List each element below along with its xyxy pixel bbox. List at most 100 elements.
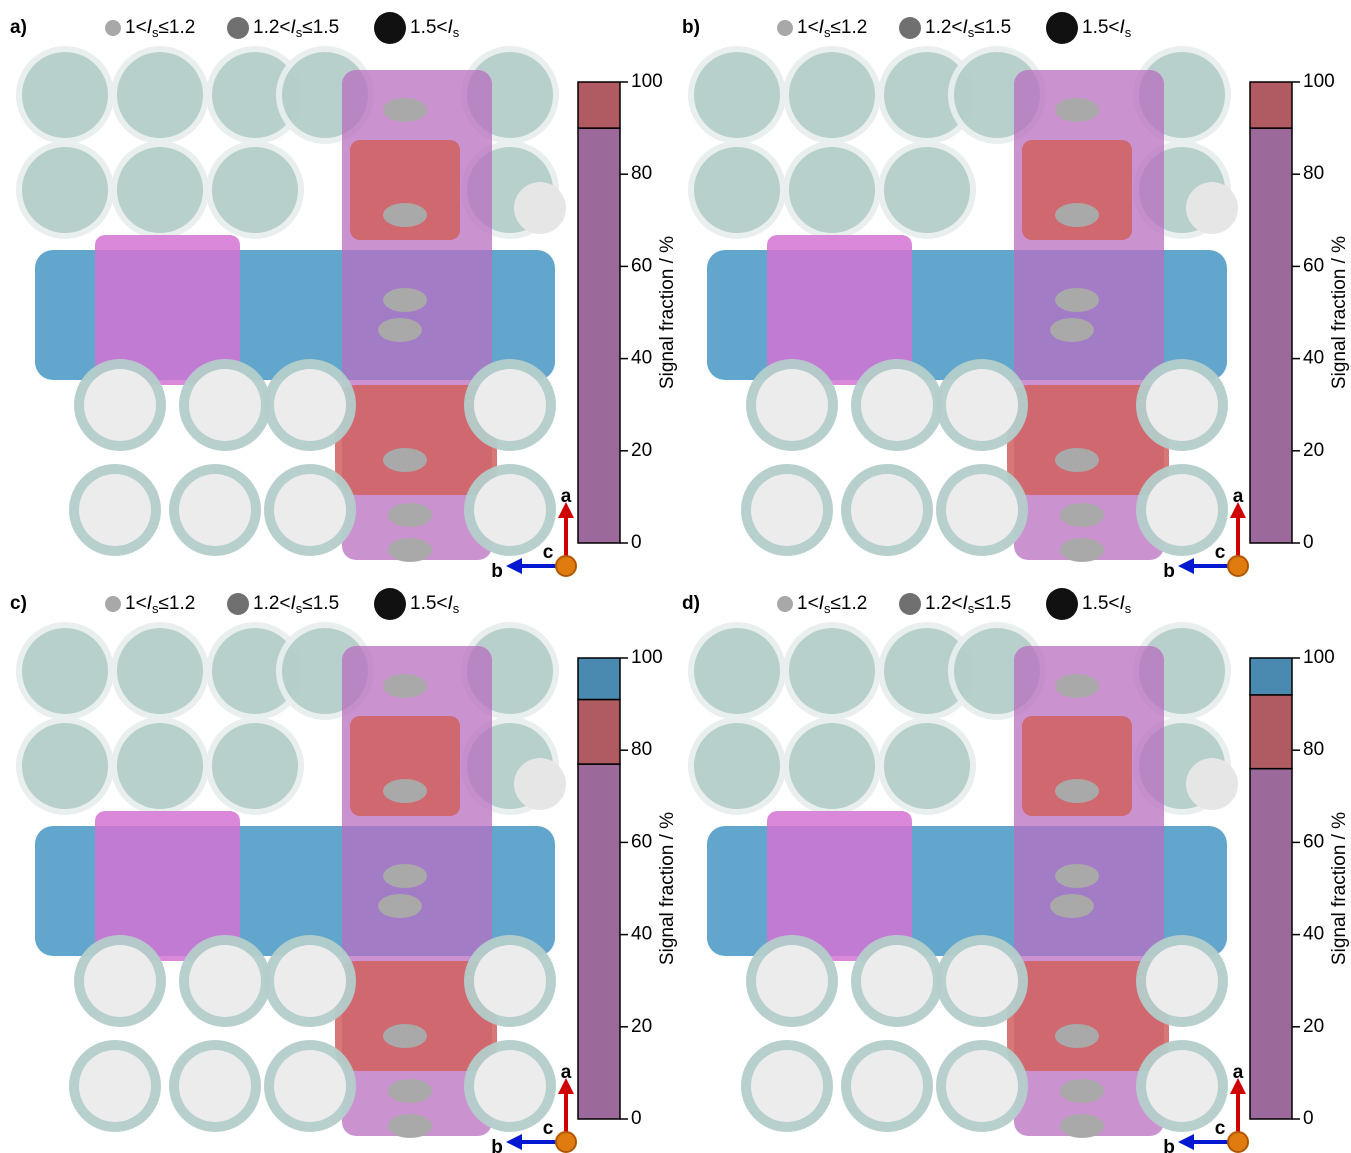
y-tick-label: 80 (1303, 739, 1324, 760)
y-tick-label: 100 (1303, 71, 1335, 92)
density-blob (1055, 203, 1099, 227)
axis-c (1228, 1132, 1248, 1152)
atom-core (189, 369, 261, 441)
axis-c (556, 1132, 576, 1152)
arrow-head (1178, 558, 1194, 574)
legend-subscript: s (1125, 25, 1132, 40)
atom (19, 144, 111, 236)
y-tick-label: 40 (1303, 924, 1324, 945)
y-tick-label: 0 (631, 532, 642, 553)
atom-core (274, 945, 346, 1017)
atom (691, 49, 783, 141)
y-tick-label: 40 (631, 348, 652, 369)
legend-text: 1< (797, 17, 819, 38)
axis-c (556, 556, 576, 576)
legend-marker (374, 12, 406, 44)
atom-core (861, 369, 933, 441)
atom (1186, 182, 1238, 234)
legend-marker (105, 20, 121, 36)
legend-text: 1.5< (1082, 17, 1120, 38)
y-tick-label: 60 (631, 255, 652, 276)
atom-core (946, 474, 1018, 546)
arrow-head (506, 558, 522, 574)
atom-core (1146, 474, 1218, 546)
y-tick-label: 80 (1303, 163, 1324, 184)
bar-segment (578, 128, 620, 543)
atom (786, 49, 878, 141)
bar-segment (578, 82, 620, 128)
legend-marker (1046, 588, 1078, 620)
atom (19, 49, 111, 141)
legend-label: 1.5<Is (410, 17, 460, 40)
legend-text: ≤1.5 (302, 593, 339, 614)
density-blob (1055, 98, 1099, 122)
atom-core (474, 1050, 546, 1122)
y-tick-label: 0 (1303, 532, 1314, 553)
density-blob (1055, 779, 1099, 803)
atom-core (751, 1050, 823, 1122)
density-blob (388, 538, 432, 562)
atom (691, 625, 783, 717)
y-tick-label: 0 (631, 1108, 642, 1129)
y-tick-label: 20 (631, 440, 652, 461)
legend-subscript: s (453, 25, 460, 40)
density-blob (388, 1079, 432, 1103)
bar-segment (1250, 128, 1292, 543)
atom (114, 720, 206, 812)
y-axis-label: Signal fraction / % (657, 236, 678, 389)
bar-segment (578, 658, 620, 699)
atom (691, 144, 783, 236)
legend-label: 1.5<Is (1082, 17, 1132, 40)
legend-text: 1.5< (410, 593, 448, 614)
atom (209, 720, 301, 812)
density-blob (388, 503, 432, 527)
atom (114, 625, 206, 717)
atom (114, 144, 206, 236)
density-blob (383, 779, 427, 803)
density-blob (378, 894, 422, 918)
atom-core (1146, 1050, 1218, 1122)
density-blob (1055, 288, 1099, 312)
atom (691, 720, 783, 812)
y-axis-label: Signal fraction / % (1329, 236, 1350, 389)
atom (1186, 758, 1238, 810)
panel-label: c) (10, 593, 27, 614)
density-blob (383, 674, 427, 698)
legend-label: 1<Is≤1.2 (797, 17, 867, 40)
bar-segment (1250, 695, 1292, 769)
legend-marker (227, 593, 249, 615)
legend-text: 1< (125, 593, 147, 614)
y-tick-label: 100 (1303, 647, 1335, 668)
atom-core (946, 945, 1018, 1017)
legend-label: 1.2<Is≤1.5 (925, 593, 1011, 616)
structure-render (691, 625, 1248, 1152)
density-blob (383, 1024, 427, 1048)
density-blob (1050, 318, 1094, 342)
y-tick-label: 80 (631, 163, 652, 184)
y-tick-label: 0 (1303, 1108, 1314, 1129)
atom-core (274, 1050, 346, 1122)
atom-core (946, 369, 1018, 441)
legend-text: 1.5< (410, 17, 448, 38)
axis-c (1228, 556, 1248, 576)
atom-core (84, 945, 156, 1017)
y-tick-label: 40 (631, 924, 652, 945)
density-blob (1060, 1114, 1104, 1138)
atom-core (189, 945, 261, 1017)
density-blob (1055, 864, 1099, 888)
bar-segment (578, 699, 620, 764)
atom (786, 625, 878, 717)
y-tick-label: 40 (1303, 348, 1324, 369)
arrow-head (506, 1134, 522, 1150)
legend-marker (899, 17, 921, 39)
arrow-head (1178, 1134, 1194, 1150)
atom-core (474, 945, 546, 1017)
legend-text: 1.2< (253, 17, 291, 38)
legend-marker (777, 20, 793, 36)
legend-text: ≤1.2 (830, 593, 867, 614)
atom (19, 720, 111, 812)
y-tick-label: 20 (1303, 1016, 1324, 1037)
bar-segment (1250, 82, 1292, 128)
atom (786, 144, 878, 236)
